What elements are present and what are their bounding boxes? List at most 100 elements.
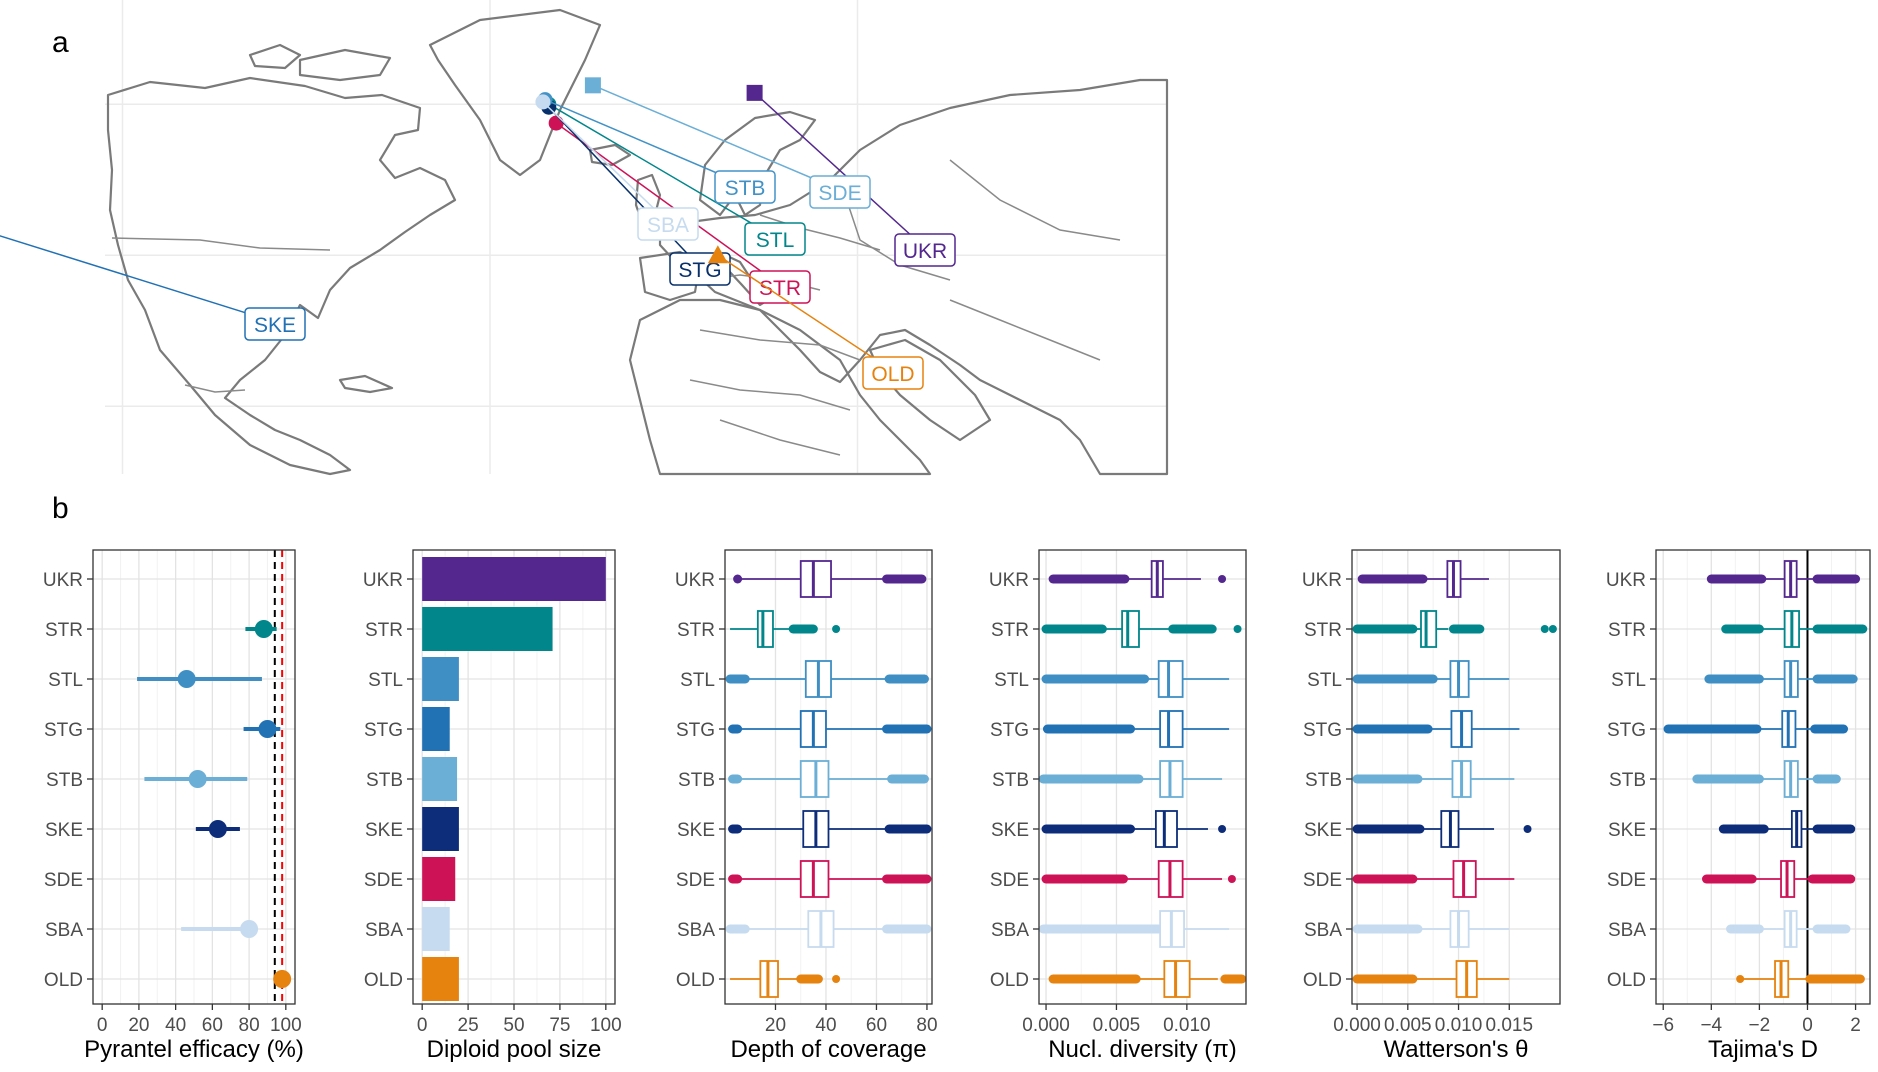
site-label: STB	[725, 177, 766, 200]
outlier-point	[1858, 625, 1867, 633]
box	[1154, 810, 1178, 848]
box-sba	[1726, 910, 1851, 948]
x-tick-label: −4	[1700, 1015, 1722, 1036]
box-old	[730, 960, 841, 998]
map-landmass	[248, 43, 302, 70]
y-tick-label: OLD	[990, 970, 1029, 991]
box-stb	[1352, 760, 1515, 798]
map-site-ukr: UKR	[746, 84, 956, 267]
site-label: STG	[678, 259, 721, 282]
y-tick-label: STR	[1608, 620, 1646, 641]
map-landmass	[628, 298, 932, 476]
outlier-point	[1218, 575, 1227, 583]
outlier-point	[1353, 975, 1362, 983]
outlier-point	[1429, 675, 1438, 683]
box-ske	[1718, 810, 1856, 848]
y-tick-label: SDE	[676, 870, 715, 891]
map-landmass	[588, 143, 632, 167]
y-tick-label: STR	[45, 620, 83, 641]
y-tick-label: STL	[48, 670, 83, 691]
y-tick-label: STR	[365, 620, 403, 641]
map-site-old: OLD	[707, 245, 924, 390]
box-sba	[1352, 910, 1510, 948]
outlier-point	[882, 725, 891, 733]
y-tick-label: SDE	[364, 870, 403, 891]
bar	[422, 707, 450, 751]
outlier-point	[1408, 975, 1417, 983]
outlier-point	[1353, 825, 1362, 833]
y-tick-label: UKR	[43, 570, 83, 591]
y-tick-label: OLD	[1303, 970, 1342, 991]
outlier-point	[733, 775, 742, 783]
y-tick-label: SKE	[1608, 820, 1646, 841]
y-tick-label: STG	[676, 720, 715, 741]
x-tick-label: 0.000	[1333, 1015, 1381, 1036]
outlier-point	[1220, 975, 1229, 983]
y-tick-label: STB	[678, 770, 715, 791]
outlier-point	[1039, 775, 1048, 783]
map-landmass	[338, 374, 394, 394]
box-old	[1048, 960, 1247, 998]
site-label-box	[637, 207, 699, 241]
site-label-box	[714, 170, 776, 204]
bar	[422, 557, 606, 601]
x-axis-title: Pyrantel efficacy (%)	[84, 1036, 304, 1063]
x-tick-label: 80	[239, 1015, 260, 1036]
outlier-point	[1353, 625, 1362, 633]
outlier-point	[922, 825, 931, 833]
x-tick-label: 0.005	[1093, 1015, 1141, 1036]
x-tick-label: 2	[1850, 1015, 1861, 1036]
box-stl	[1352, 660, 1510, 698]
outlier-point	[1120, 575, 1129, 583]
y-tick-label: STB	[366, 770, 403, 791]
panel-1: UKR STR STL STG STB SKE SDE SBA OLD 0 20 40 60 80 100P…	[43, 549, 304, 1063]
outlier-point	[733, 875, 742, 883]
site-label-box	[744, 222, 806, 256]
outlier-point	[1704, 675, 1713, 683]
map-site-ske: SKE	[0, 235, 306, 341]
box-stl	[1041, 660, 1230, 698]
box-stl	[725, 660, 929, 698]
outlier-point	[733, 725, 742, 733]
bar	[422, 757, 458, 801]
y-tick-label: UKR	[1606, 570, 1646, 591]
x-tick-label: 100	[270, 1015, 302, 1036]
outlier-point	[1548, 625, 1557, 633]
y-tick-label: STB	[1609, 770, 1646, 791]
world-map: UKR STR STL STG STB SKE SDE SBA OLD	[0, 0, 1169, 476]
outlier-point	[1042, 675, 1051, 683]
y-tick-label: STR	[677, 620, 715, 641]
x-tick-label: 0	[1802, 1015, 1813, 1036]
map-landmass	[428, 8, 602, 177]
outlier-point	[1042, 825, 1051, 833]
box-stb	[1692, 760, 1841, 798]
outlier-point	[1752, 725, 1761, 733]
outlier-point	[1358, 575, 1367, 583]
outlier-point	[1049, 975, 1058, 983]
site-label-box	[244, 307, 306, 341]
outlier-point	[809, 625, 818, 633]
outlier-point	[1233, 625, 1242, 633]
box	[1159, 710, 1184, 748]
box-sba	[1038, 910, 1230, 948]
y-tick-label: STL	[994, 670, 1029, 691]
box-sde	[728, 860, 932, 898]
box-old	[1736, 960, 1865, 998]
site-label-box	[749, 270, 811, 304]
box-ukr	[1706, 560, 1861, 598]
y-tick-label: STB	[1305, 770, 1342, 791]
map-border	[689, 379, 851, 411]
x-tick-label: 75	[549, 1015, 570, 1036]
map-border	[759, 214, 881, 251]
box	[1157, 660, 1184, 698]
x-tick-label: 80	[916, 1015, 937, 1036]
outlier-point	[1353, 675, 1362, 683]
y-tick-label: STL	[1611, 670, 1646, 691]
map-site-sde: SDE	[584, 77, 871, 209]
outlier-point	[917, 575, 926, 583]
y-tick-label: STG	[364, 720, 403, 741]
y-tick-label: OLD	[676, 970, 715, 991]
box-ukr	[1357, 560, 1489, 598]
y-tick-label: STG	[1607, 720, 1646, 741]
outlier-point	[726, 675, 735, 683]
